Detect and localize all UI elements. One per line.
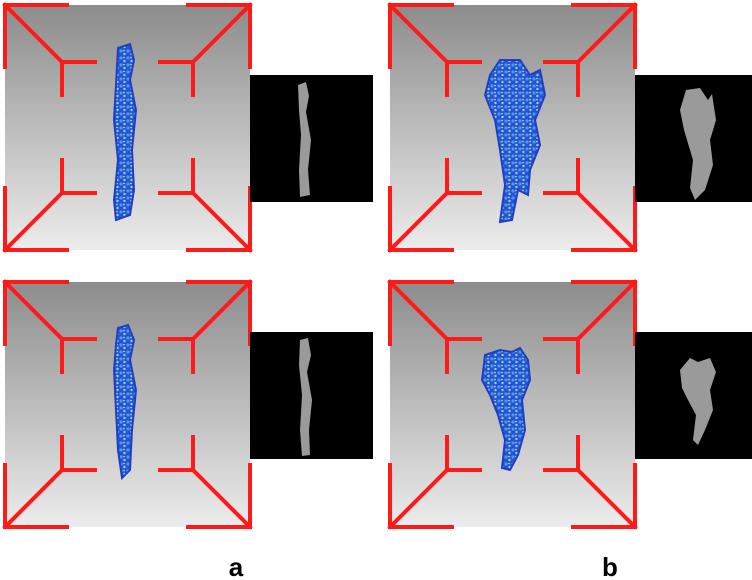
depth-image (250, 332, 373, 459)
depth-image (250, 75, 373, 202)
point-cloud (114, 44, 136, 220)
panel-label: a (229, 552, 244, 580)
panel-label: b (602, 552, 618, 580)
figure: a b (0, 0, 752, 580)
